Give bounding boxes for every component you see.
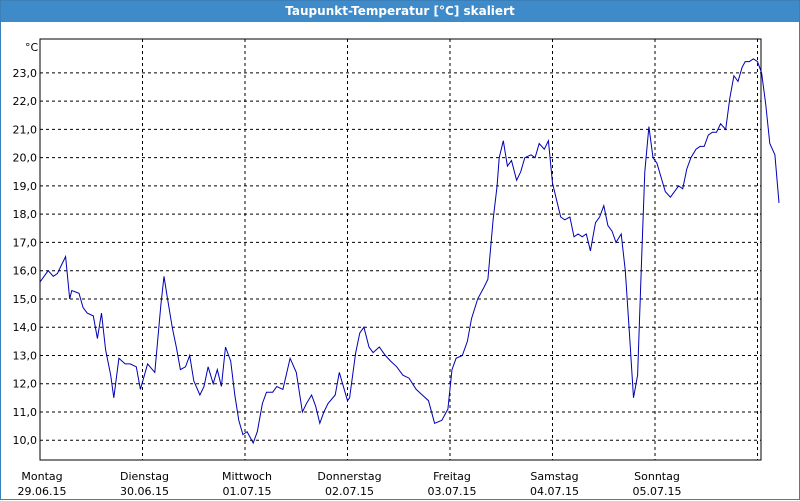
x-tick-date-label: 29.06.15 — [18, 485, 67, 498]
x-tick-day-label: Montag — [21, 470, 62, 483]
grid-layer — [40, 39, 761, 460]
plot-frame-layer — [39, 38, 762, 461]
y-tick-label: 14,0 — [13, 321, 38, 334]
y-tick-label: 22,0 — [13, 95, 38, 108]
y-tick-label: 12,0 — [13, 378, 38, 391]
x-tick-day-label: Donnerstag — [317, 470, 381, 483]
series-line-0 — [39, 58, 780, 445]
series-layer — [39, 58, 780, 445]
y-tick-label: 23,0 — [13, 67, 38, 80]
x-tick-date-label: 04.07.15 — [530, 485, 579, 498]
x-tick-date-label: 05.07.15 — [633, 485, 682, 498]
x-tick-day-label: Sonntag — [634, 470, 680, 483]
y-tick-labels: 10,0 11,0 12,0 13,0 14,0 15,0 16,0 17,0 18,0 19,0… — [13, 67, 38, 447]
y-tick-label: 17,0 — [13, 236, 38, 249]
chart-title: Taupunkt-Temperatur [°C] skaliert — [1, 1, 799, 22]
x-tick-day-label: Freitag — [433, 470, 471, 483]
x-tick-date-label: 01.07.15 — [223, 485, 272, 498]
y-tick-label: 13,0 — [13, 349, 38, 362]
x-tick-day-label: Mittwoch — [222, 470, 272, 483]
x-tick-day-label: Dienstag — [120, 470, 169, 483]
x-tick-day-label: Samstag — [530, 470, 578, 483]
y-tick-label: 19,0 — [13, 180, 38, 193]
x-tick-date-label: 03.07.15 — [428, 485, 477, 498]
y-tick-label: 16,0 — [13, 265, 38, 278]
x-tick-date-label: 30.06.15 — [120, 485, 169, 498]
y-tick-label: 11,0 — [13, 406, 38, 419]
plot-area-border — [39, 38, 762, 461]
y-tick-label: 20,0 — [13, 152, 38, 165]
x-tick-date-label: 02.07.15 — [325, 485, 374, 498]
y-axis-unit-label: °C — [25, 41, 39, 54]
y-tick-label: 10,0 — [13, 434, 38, 447]
y-tick-label: 21,0 — [13, 123, 38, 136]
x-tick-labels: Montag 29.06.15 Dienstag 30.06.15 Mittwoch 01… — [18, 470, 682, 498]
y-tick-label: 15,0 — [13, 293, 38, 306]
y-tick-label: 18,0 — [13, 208, 38, 221]
